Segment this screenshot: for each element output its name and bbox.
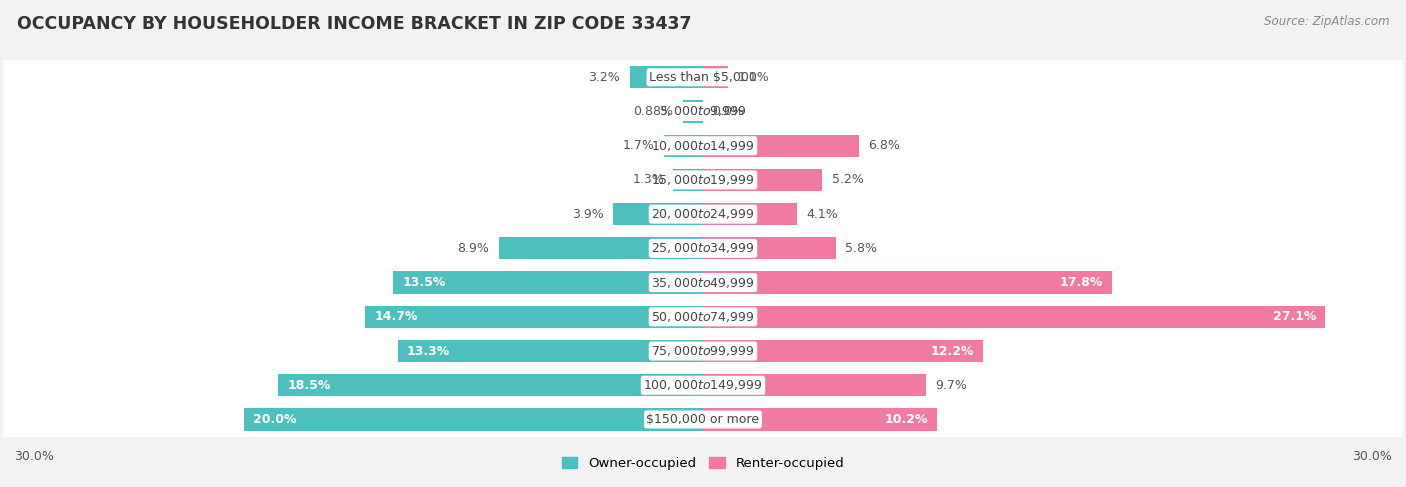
Bar bbox=[703, 169, 823, 191]
FancyBboxPatch shape bbox=[3, 60, 1403, 94]
Text: 17.8%: 17.8% bbox=[1059, 276, 1102, 289]
Text: 0.88%: 0.88% bbox=[634, 105, 673, 118]
Bar bbox=[243, 409, 703, 431]
Text: 3.2%: 3.2% bbox=[589, 71, 620, 84]
Text: $50,000 to $74,999: $50,000 to $74,999 bbox=[651, 310, 755, 324]
Text: 1.7%: 1.7% bbox=[623, 139, 655, 152]
FancyBboxPatch shape bbox=[3, 163, 1403, 197]
Bar bbox=[613, 203, 703, 225]
FancyBboxPatch shape bbox=[3, 231, 1403, 265]
Bar bbox=[703, 203, 797, 225]
Text: 30.0%: 30.0% bbox=[14, 450, 53, 463]
Bar bbox=[398, 340, 703, 362]
Text: 3.9%: 3.9% bbox=[572, 207, 605, 221]
Text: 12.2%: 12.2% bbox=[931, 344, 974, 357]
Text: 6.8%: 6.8% bbox=[869, 139, 900, 152]
Bar bbox=[392, 271, 703, 294]
Bar bbox=[630, 66, 703, 88]
Text: 27.1%: 27.1% bbox=[1272, 310, 1316, 323]
Bar bbox=[278, 374, 703, 396]
Text: 4.1%: 4.1% bbox=[807, 207, 838, 221]
Text: 0.0%: 0.0% bbox=[713, 105, 744, 118]
Text: $100,000 to $149,999: $100,000 to $149,999 bbox=[644, 378, 762, 392]
Bar bbox=[703, 374, 925, 396]
Bar bbox=[673, 169, 703, 191]
Text: 5.8%: 5.8% bbox=[845, 242, 877, 255]
Text: OCCUPANCY BY HOUSEHOLDER INCOME BRACKET IN ZIP CODE 33437: OCCUPANCY BY HOUSEHOLDER INCOME BRACKET … bbox=[17, 15, 692, 33]
FancyBboxPatch shape bbox=[3, 402, 1403, 436]
FancyBboxPatch shape bbox=[3, 197, 1403, 231]
FancyBboxPatch shape bbox=[3, 334, 1403, 368]
Bar bbox=[664, 134, 703, 157]
FancyBboxPatch shape bbox=[3, 368, 1403, 402]
Bar bbox=[703, 409, 938, 431]
FancyBboxPatch shape bbox=[3, 94, 1403, 129]
Text: $10,000 to $14,999: $10,000 to $14,999 bbox=[651, 139, 755, 153]
Text: $150,000 or more: $150,000 or more bbox=[647, 413, 759, 426]
Text: 30.0%: 30.0% bbox=[1353, 450, 1392, 463]
Text: $75,000 to $99,999: $75,000 to $99,999 bbox=[651, 344, 755, 358]
Text: $35,000 to $49,999: $35,000 to $49,999 bbox=[651, 276, 755, 290]
Text: 1.3%: 1.3% bbox=[633, 173, 664, 187]
Bar bbox=[703, 134, 859, 157]
Bar bbox=[703, 237, 837, 260]
Text: 8.9%: 8.9% bbox=[457, 242, 489, 255]
Bar bbox=[499, 237, 703, 260]
Bar bbox=[683, 100, 703, 123]
Bar bbox=[703, 271, 1112, 294]
Bar bbox=[703, 66, 728, 88]
FancyBboxPatch shape bbox=[3, 265, 1403, 300]
Text: Source: ZipAtlas.com: Source: ZipAtlas.com bbox=[1264, 15, 1389, 28]
Text: 10.2%: 10.2% bbox=[884, 413, 928, 426]
Text: 13.3%: 13.3% bbox=[406, 344, 450, 357]
Text: Less than $5,000: Less than $5,000 bbox=[650, 71, 756, 84]
Bar bbox=[366, 306, 703, 328]
FancyBboxPatch shape bbox=[3, 129, 1403, 163]
Text: 9.7%: 9.7% bbox=[935, 379, 967, 392]
FancyBboxPatch shape bbox=[3, 300, 1403, 334]
Text: 1.1%: 1.1% bbox=[738, 71, 769, 84]
Text: 20.0%: 20.0% bbox=[253, 413, 297, 426]
Bar bbox=[703, 306, 1326, 328]
Bar bbox=[703, 340, 983, 362]
Text: $25,000 to $34,999: $25,000 to $34,999 bbox=[651, 242, 755, 255]
Text: 5.2%: 5.2% bbox=[831, 173, 863, 187]
Legend: Owner-occupied, Renter-occupied: Owner-occupied, Renter-occupied bbox=[557, 451, 849, 475]
Text: $5,000 to $9,999: $5,000 to $9,999 bbox=[659, 105, 747, 118]
Text: $20,000 to $24,999: $20,000 to $24,999 bbox=[651, 207, 755, 221]
Text: $15,000 to $19,999: $15,000 to $19,999 bbox=[651, 173, 755, 187]
Text: 14.7%: 14.7% bbox=[374, 310, 418, 323]
Text: 13.5%: 13.5% bbox=[402, 276, 446, 289]
Text: 18.5%: 18.5% bbox=[287, 379, 330, 392]
